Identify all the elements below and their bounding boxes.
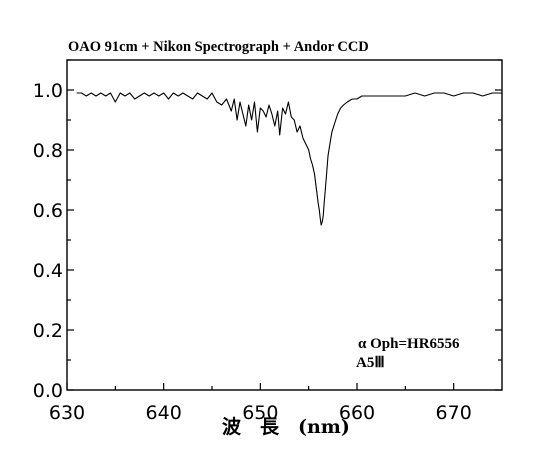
y-axis: 0.0 0.2 0.4 0.6 0.8 1.0 (33, 59, 502, 402)
y-tick-label: 0.2 (33, 320, 63, 342)
x-axis: 630 640 650 660 670 (49, 383, 472, 424)
annotation-spectral-type: A5Ⅲ (356, 355, 385, 371)
y-tick-label: 0.8 (33, 140, 63, 162)
plot-frame (66, 59, 503, 391)
chart-title: OAO 91cm + Nikon Spectrograph + Andor CC… (68, 39, 369, 55)
x-tick-label: 640 (146, 402, 182, 424)
x-axis-title: 波 長 (nm) (222, 415, 350, 438)
x-tick-label: 630 (49, 402, 85, 424)
x-tick-label: 660 (339, 402, 375, 424)
y-tick-label: 1.0 (33, 80, 63, 102)
x-tick-label: 670 (436, 402, 472, 424)
y-tick-label: 0.4 (33, 260, 63, 282)
x-tick-label: 650 (242, 402, 278, 424)
y-tick-label: 0.6 (33, 200, 63, 222)
spectrum-line (76, 92, 502, 226)
y-tick-label: 0.0 (33, 380, 63, 402)
annotation-star-name: α Oph=HR6556 (358, 336, 460, 352)
